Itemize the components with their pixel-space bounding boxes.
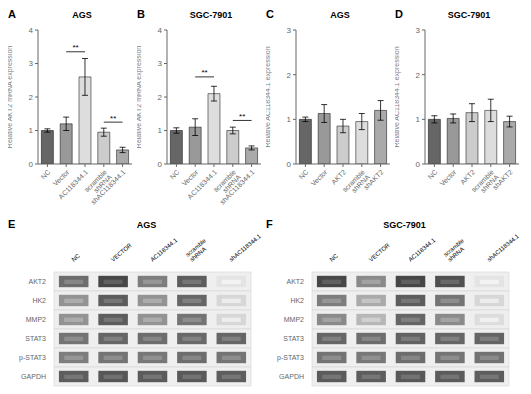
svg-text:4: 4: [29, 26, 34, 35]
svg-text:**: **: [239, 112, 245, 121]
svg-text:3: 3: [416, 26, 421, 35]
svg-text:shAC118344.1: shAC118344.1: [228, 233, 262, 263]
svg-text:3: 3: [158, 59, 163, 68]
svg-text:NC: NC: [298, 168, 310, 180]
svg-text:1: 1: [29, 126, 34, 135]
svg-text:NC: NC: [70, 252, 81, 263]
svg-text:AKT2: AKT2: [330, 168, 347, 185]
svg-text:GAPDH: GAPDH: [21, 373, 46, 380]
svg-text:AKT2: AKT2: [459, 168, 476, 185]
svg-text:3: 3: [287, 26, 292, 35]
svg-text:Relative AC118344.1 expression: Relative AC118344.1 expression: [266, 46, 272, 147]
svg-text:0: 0: [287, 160, 292, 169]
svg-text:0: 0: [416, 160, 421, 169]
svg-text:4: 4: [158, 26, 163, 35]
svg-text:0: 0: [29, 160, 34, 169]
svg-text:shAKT2: shAKT2: [491, 168, 514, 191]
svg-text:1: 1: [158, 126, 163, 135]
svg-text:Relative AC118344.1 expression: Relative AC118344.1 expression: [395, 46, 401, 147]
svg-text:MMP2: MMP2: [284, 316, 304, 323]
svg-text:1: 1: [416, 115, 421, 124]
svg-text:Vector: Vector: [309, 168, 328, 187]
svg-text:NC: NC: [427, 168, 439, 180]
svg-text:GAPDH: GAPDH: [279, 373, 304, 380]
svg-text:VECTOR: VECTOR: [110, 242, 133, 263]
svg-text:NC: NC: [40, 168, 52, 180]
svg-text:NC: NC: [169, 168, 181, 180]
svg-text:HK2: HK2: [290, 297, 304, 304]
svg-text:p-STAT3: p-STAT3: [19, 354, 46, 362]
svg-text:shAC118344.1: shAC118344.1: [89, 168, 126, 205]
svg-text:Vector: Vector: [438, 168, 457, 187]
svg-text:AC118344.1: AC118344.1: [186, 168, 218, 200]
svg-text:**: **: [110, 114, 116, 123]
svg-text:0: 0: [158, 160, 163, 169]
svg-text:MMP2: MMP2: [26, 316, 46, 323]
svg-text:2: 2: [287, 71, 292, 80]
svg-text:2: 2: [29, 93, 34, 102]
svg-text:scrambleshRNA: scrambleshRNA: [185, 237, 212, 263]
svg-text:STAT3: STAT3: [25, 335, 46, 342]
svg-text:scrambleshRNA: scrambleshRNA: [443, 237, 470, 263]
svg-text:shAC118344.1: shAC118344.1: [218, 168, 255, 205]
svg-text:**: **: [201, 68, 207, 77]
svg-text:AKT2: AKT2: [286, 278, 304, 285]
svg-text:2: 2: [416, 71, 421, 80]
svg-text:AC118344.1: AC118344.1: [57, 168, 89, 200]
svg-text:STAT3: STAT3: [283, 335, 304, 342]
svg-text:HK2: HK2: [32, 297, 46, 304]
svg-text:1: 1: [287, 115, 292, 124]
svg-text:shAKT2: shAKT2: [362, 168, 385, 191]
svg-text:**: **: [72, 43, 78, 52]
svg-text:VECTOR: VECTOR: [368, 242, 391, 263]
svg-text:3: 3: [29, 59, 34, 68]
svg-text:AKT2: AKT2: [28, 278, 46, 285]
svg-text:shAC118344.1: shAC118344.1: [486, 233, 520, 263]
svg-text:Relative AKT2 mRNA expression: Relative AKT2 mRNA expression: [8, 46, 14, 148]
svg-text:p-STAT3: p-STAT3: [277, 354, 304, 362]
svg-text:2: 2: [158, 93, 163, 102]
svg-text:AC118344.1: AC118344.1: [149, 237, 179, 263]
svg-text:Relative AKT2 mRNA expression: Relative AKT2 mRNA expression: [137, 46, 143, 148]
svg-text:NC: NC: [328, 252, 339, 263]
svg-text:AC118344.1: AC118344.1: [407, 237, 437, 263]
